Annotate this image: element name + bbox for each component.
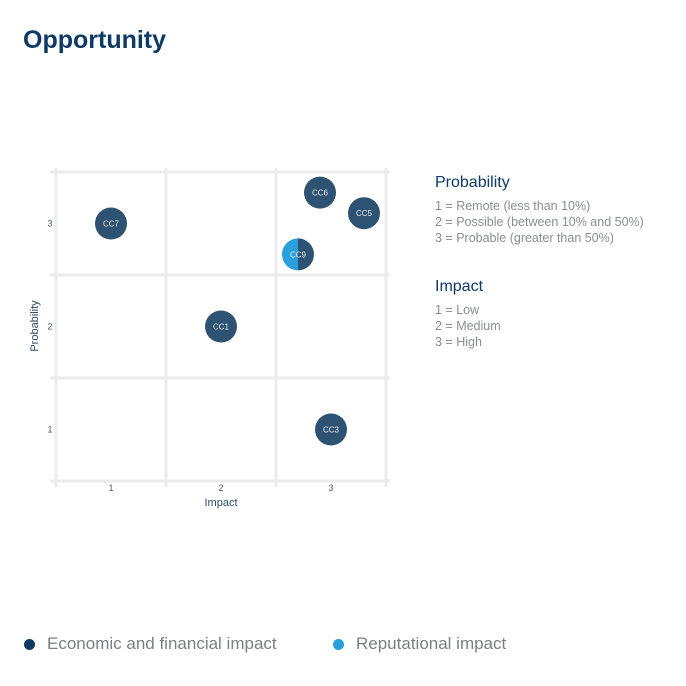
probability-scale: Probability 1 = Remote (less than 10%) 2… (435, 174, 644, 246)
impact-item: 2 = Medium (435, 319, 501, 333)
data-point-cc6[interactable]: CC6 (304, 176, 336, 209)
data-point-cc3[interactable]: CC3 (315, 413, 347, 446)
legend-dot-icon (333, 638, 344, 650)
probability-heading: Probability (435, 174, 510, 191)
x-axis-label: Impact (204, 497, 237, 509)
x-tick-label: 2 (218, 483, 223, 493)
legend-dot-icon (24, 638, 35, 650)
bubble-half-economic (298, 238, 314, 271)
data-point-cc7[interactable]: CC7 (95, 207, 127, 240)
probability-item: 1 = Remote (less than 10%) (435, 199, 591, 213)
legend-item-reputational: Reputational impact (333, 634, 506, 654)
point-label: CC6 (312, 189, 329, 198)
legend-label: Reputational impact (356, 634, 507, 653)
y-tick-label: 3 (47, 219, 52, 229)
probability-item: 2 = Possible (between 10% and 50%) (435, 215, 644, 229)
y-tick-label: 2 (47, 322, 52, 332)
axis-ticks: 1 2 3 1 2 3 (47, 219, 333, 494)
bubble-half-reputational (282, 238, 298, 271)
bubble (348, 197, 380, 230)
probability-item: 3 = Probable (greater than 50%) (435, 231, 614, 245)
point-label: CC9 (290, 250, 307, 259)
data-point-cc9[interactable]: CC9 (282, 238, 314, 271)
bubble (95, 207, 127, 240)
bubble (205, 310, 237, 343)
impact-item: 1 = Low (435, 303, 480, 317)
points: CC7 CC6 CC5 CC9 CC1 CC3 (95, 176, 380, 446)
point-label: CC5 (356, 209, 373, 218)
page-title: Opportunity (23, 26, 167, 54)
bubble (315, 413, 347, 446)
bubble (304, 176, 336, 209)
point-label: CC3 (323, 426, 340, 435)
legend-label: Economic and financial impact (47, 634, 277, 653)
x-tick-label: 3 (328, 483, 333, 493)
y-axis-label: Probability (29, 300, 41, 352)
impact-item: 3 = High (435, 335, 482, 349)
legend-item-economic: Economic and financial impact (24, 634, 277, 654)
data-point-cc1[interactable]: CC1 (205, 310, 237, 343)
impact-scale: Impact 1 = Low 2 = Medium 3 = High (435, 278, 501, 350)
x-tick-label: 1 (108, 483, 113, 493)
impact-heading: Impact (435, 278, 484, 295)
point-label: CC1 (213, 323, 230, 332)
data-point-cc5[interactable]: CC5 (348, 197, 380, 230)
grid (50, 168, 390, 487)
y-tick-label: 1 (47, 425, 52, 435)
point-label: CC7 (103, 220, 120, 229)
